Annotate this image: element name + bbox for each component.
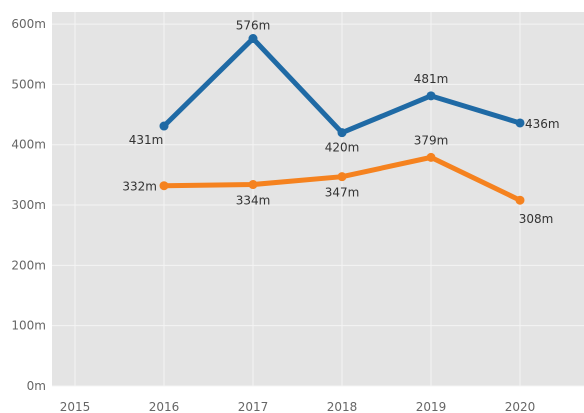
data-point xyxy=(337,128,347,138)
series-lines xyxy=(159,34,525,205)
data-label: 332m xyxy=(122,180,157,194)
data-point xyxy=(426,152,436,162)
data-label: 436m xyxy=(525,117,560,131)
y-axis: 0m 100m 200m 300m 400m 500m 600m xyxy=(11,17,46,393)
y-tick-label: 500m xyxy=(11,77,46,91)
data-label: 334m xyxy=(236,194,271,208)
x-tick-label: 2019 xyxy=(416,400,447,413)
data-point xyxy=(248,34,258,44)
data-label: 308m xyxy=(519,212,554,226)
data-label: 576m xyxy=(236,19,271,33)
data-point xyxy=(337,172,347,182)
data-point xyxy=(515,195,525,205)
x-axis: 2015201620172018201920202021 xyxy=(60,400,536,413)
x-tick-label: 2016 xyxy=(149,400,180,413)
y-tick-label: 300m xyxy=(11,198,46,212)
data-point xyxy=(426,91,436,101)
data-point xyxy=(159,181,169,191)
data-label: 420m xyxy=(325,141,360,155)
x-tick-label: 2015 xyxy=(60,400,91,413)
data-labels: 431m 576m 420m 481m 436m 332m 334m 347m 379m 308m xyxy=(122,19,559,227)
data-point xyxy=(248,180,258,190)
plot-background xyxy=(52,12,584,386)
x-tick-label: 2020 xyxy=(505,400,536,413)
data-label: 379m xyxy=(414,133,449,147)
y-tick-label: 0m xyxy=(27,379,46,393)
x-tick-label: 2018 xyxy=(327,400,358,413)
y-tick-label: 100m xyxy=(11,319,46,333)
data-label: 431m xyxy=(129,133,164,147)
y-tick-label: 400m xyxy=(11,138,46,152)
data-label: 347m xyxy=(325,186,360,200)
y-tick-label: 200m xyxy=(11,258,46,272)
data-point xyxy=(159,121,169,131)
data-point xyxy=(515,118,525,128)
y-tick-label: 600m xyxy=(11,17,46,31)
data-label: 481m xyxy=(414,72,449,86)
x-tick-label: 2017 xyxy=(238,400,269,413)
